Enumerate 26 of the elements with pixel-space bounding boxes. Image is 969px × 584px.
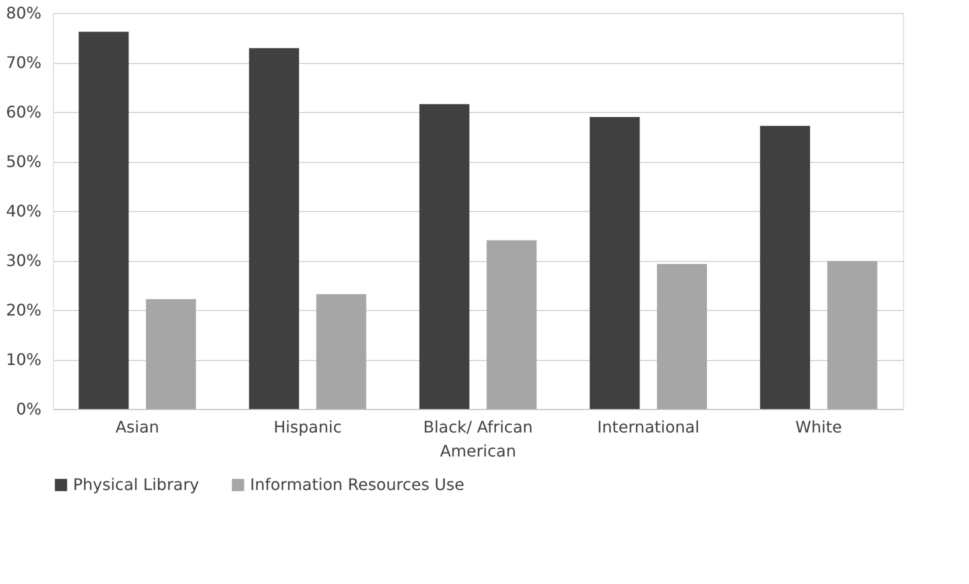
- y-tick-label: 60%: [6, 102, 42, 122]
- bar: [760, 126, 810, 409]
- y-tick-label: 40%: [6, 202, 42, 220]
- x-tick-label: Hispanic: [274, 418, 342, 436]
- bar: [656, 264, 707, 409]
- y-tick-label: 50%: [6, 152, 42, 171]
- legend-label: Information Resources Use: [250, 475, 464, 494]
- legend-label: Physical Library: [73, 475, 200, 494]
- y-tick-label: 0%: [16, 400, 42, 418]
- x-tick-label: White: [795, 418, 842, 436]
- bar: [146, 299, 196, 409]
- y-tick-label: 20%: [6, 300, 42, 320]
- bar: [590, 116, 640, 409]
- y-tick-label: 10%: [6, 350, 42, 369]
- bar: [316, 294, 366, 409]
- x-tick-label: International: [597, 418, 700, 436]
- bar: [419, 104, 470, 409]
- x-tick-label: Black/ African American: [423, 418, 533, 460]
- y-tick-label: 80%: [6, 4, 42, 22]
- bar: [827, 260, 878, 409]
- x-tick-label: Asian: [115, 418, 160, 436]
- bar: [249, 48, 300, 409]
- bar: [486, 240, 537, 409]
- y-tick-label: 30%: [6, 251, 42, 270]
- y-tick-label: 70%: [6, 53, 42, 72]
- bar: [78, 32, 129, 409]
